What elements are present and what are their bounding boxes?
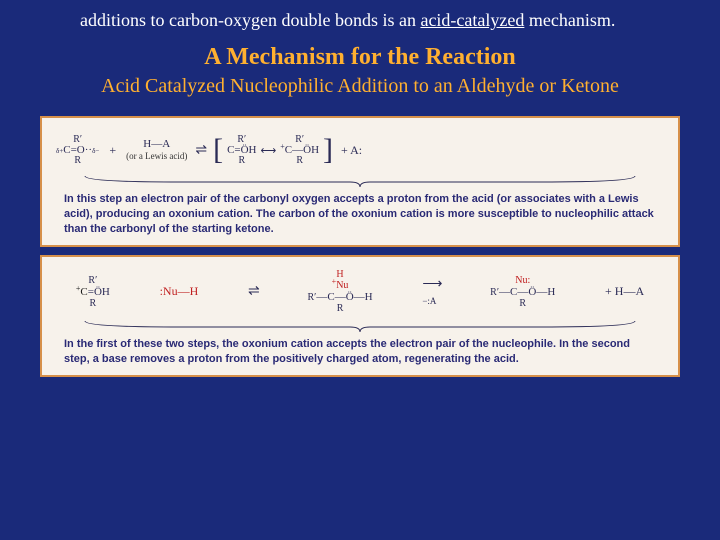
lewis-acid-note: (or a Lewis acid): [126, 152, 187, 161]
reactant-carbonyl: R′ δ+C=O··δ− R: [56, 135, 99, 166]
brace-icon: [80, 174, 640, 188]
equilibrium-arrow-icon: ⇌: [248, 283, 258, 300]
plus-sign: +: [109, 143, 116, 158]
oxonium-resonance-1: R′ C=ÖH R: [227, 135, 256, 166]
product: Nu: R′—C—Ö—H R: [490, 275, 555, 309]
brace-icon: [80, 319, 640, 333]
nucleophile: :Nu—H: [160, 284, 199, 299]
intermediate: H +Nu R′—C—Ö—H R: [308, 269, 373, 314]
intro-pre: additions to carbon-oxygen double bonds …: [80, 10, 420, 30]
step1-caption: In this step an electron pair of the car…: [56, 192, 664, 237]
mechanism-step-1-panel: R′ δ+C=O··δ− R + H—A (or a Lewis acid) ⇌…: [40, 116, 680, 247]
plus-a-minus: + A:: [341, 143, 362, 158]
resonance-arrow-icon: ⟷: [261, 144, 277, 157]
step2-caption: In the first of these two steps, the oxo…: [56, 337, 664, 367]
mechanism-subtitle: Acid Catalyzed Nucleophilic Addition to …: [0, 75, 720, 98]
step2-reaction: R′ +C=ÖH R :Nu—H ⇌ H +Nu R′—C—Ö—H R ⟶ −:…: [56, 267, 664, 317]
intro-text: additions to carbon-oxygen double bonds …: [0, 0, 720, 32]
plus-ha: + H—A: [605, 284, 644, 299]
intro-underlined: acid-catalyzed: [420, 10, 524, 30]
oxonium-cation: R′ +C=ÖH R: [76, 275, 110, 309]
mechanism-heading: A Mechanism for the Reaction: [0, 44, 720, 71]
oxonium-resonance-2: R′ +C—ÖH R: [280, 135, 319, 166]
minus-a: ⟶ −:A: [422, 276, 440, 308]
equilibrium-arrow-icon: ⇌: [195, 142, 205, 159]
resonance-bracket: [ R′ C=ÖH R ⟷ R′ +C—ÖH R ]: [213, 135, 333, 166]
step1-reaction: R′ δ+C=O··δ− R + H—A (or a Lewis acid) ⇌…: [56, 128, 664, 172]
mechanism-step-2-panel: R′ +C=ÖH R :Nu—H ⇌ H +Nu R′—C—Ö—H R ⟶ −:…: [40, 255, 680, 377]
acid-ha: H—A (or a Lewis acid): [126, 139, 187, 161]
intro-post: mechanism.: [524, 10, 615, 30]
